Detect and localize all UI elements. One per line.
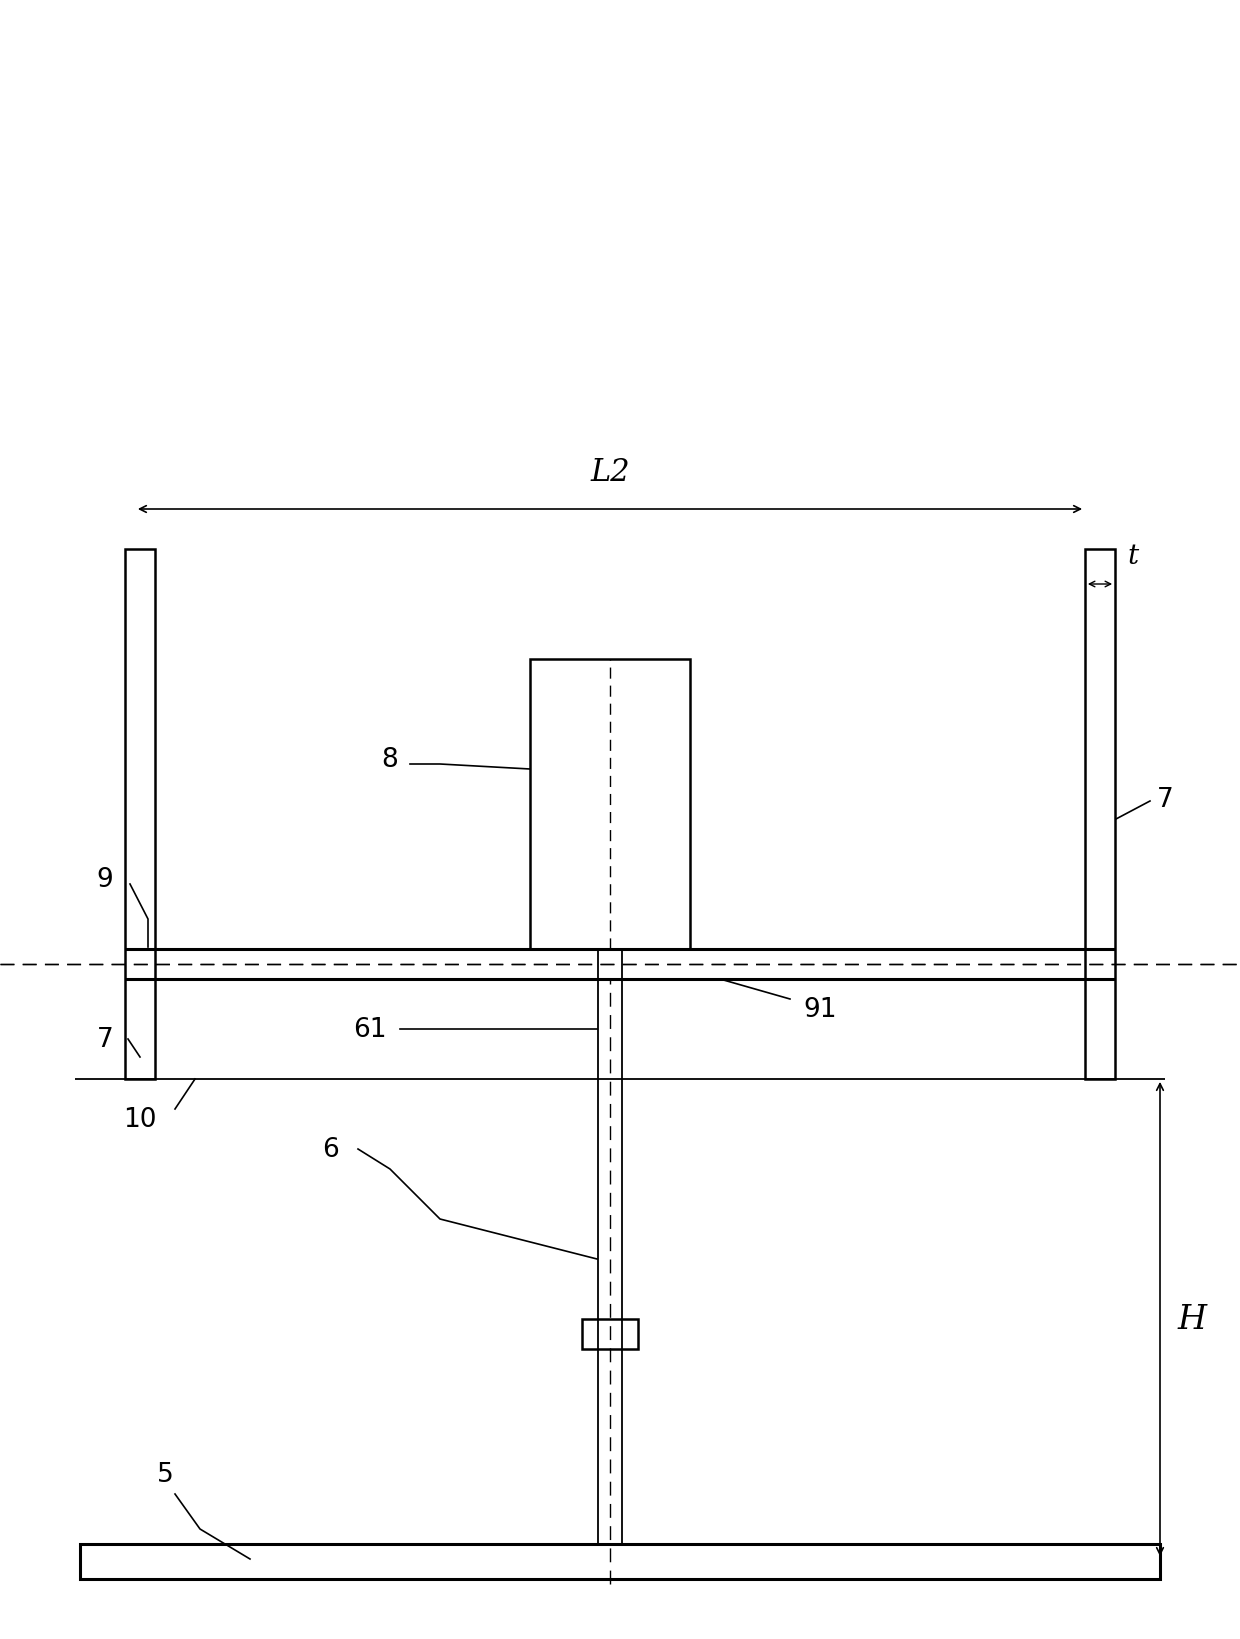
Text: 7: 7 (1157, 787, 1173, 813)
Text: 6: 6 (321, 1136, 339, 1162)
Bar (1085, 549, 1115, 1080)
Text: 9: 9 (97, 867, 113, 893)
Text: 7: 7 (97, 1026, 113, 1052)
Bar (529, 659, 689, 949)
Text: 5: 5 (156, 1460, 174, 1487)
Text: 91: 91 (804, 997, 837, 1023)
Text: L2: L2 (590, 457, 630, 488)
Bar (81, 1544, 1159, 1578)
Text: 8: 8 (382, 746, 398, 772)
Text: 61: 61 (353, 1016, 387, 1042)
Text: 10: 10 (123, 1106, 156, 1133)
Bar (125, 549, 155, 1080)
Text: H: H (1178, 1303, 1207, 1336)
Text: t: t (1127, 543, 1138, 570)
Bar (582, 1319, 639, 1349)
